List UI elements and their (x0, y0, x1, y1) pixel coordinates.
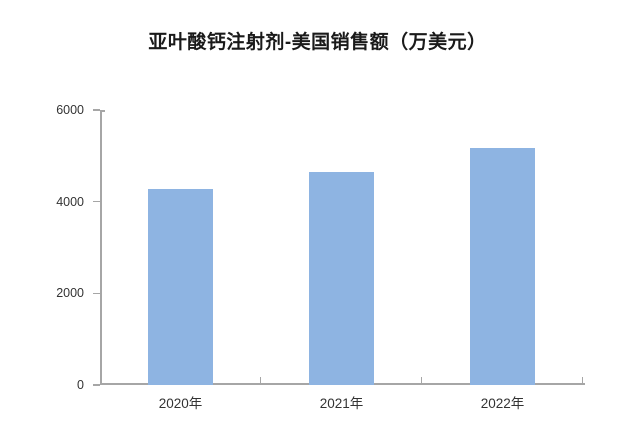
y-tick-mark (93, 109, 100, 111)
x-tick-label: 2021年 (319, 396, 364, 411)
bar-2020年 (148, 189, 213, 385)
x-tick-mark (420, 377, 422, 385)
y-tick-label: 4000 (56, 194, 84, 209)
y-tick-mark (93, 292, 100, 295)
y-tick-label: 6000 (56, 103, 84, 117)
y-tick-label: 0 (77, 378, 84, 392)
bar-2021年 (309, 171, 374, 385)
chart-title: 亚叶酸钙注射剂-美国销售额（万美元） (148, 32, 487, 53)
x-tick-mark (581, 377, 583, 385)
y-tick-mark (93, 384, 100, 386)
plot-area (93, 109, 585, 386)
y-axis-top-tick (100, 110, 105, 112)
x-tick-mark (259, 377, 261, 385)
y-tick-mark (93, 200, 100, 203)
x-tick-label: 2022年 (480, 396, 525, 411)
x-tick-label: 2020年 (158, 396, 203, 411)
bar-2022年 (470, 148, 535, 385)
y-tick-label: 2000 (56, 286, 84, 301)
y-axis-line (100, 110, 102, 385)
